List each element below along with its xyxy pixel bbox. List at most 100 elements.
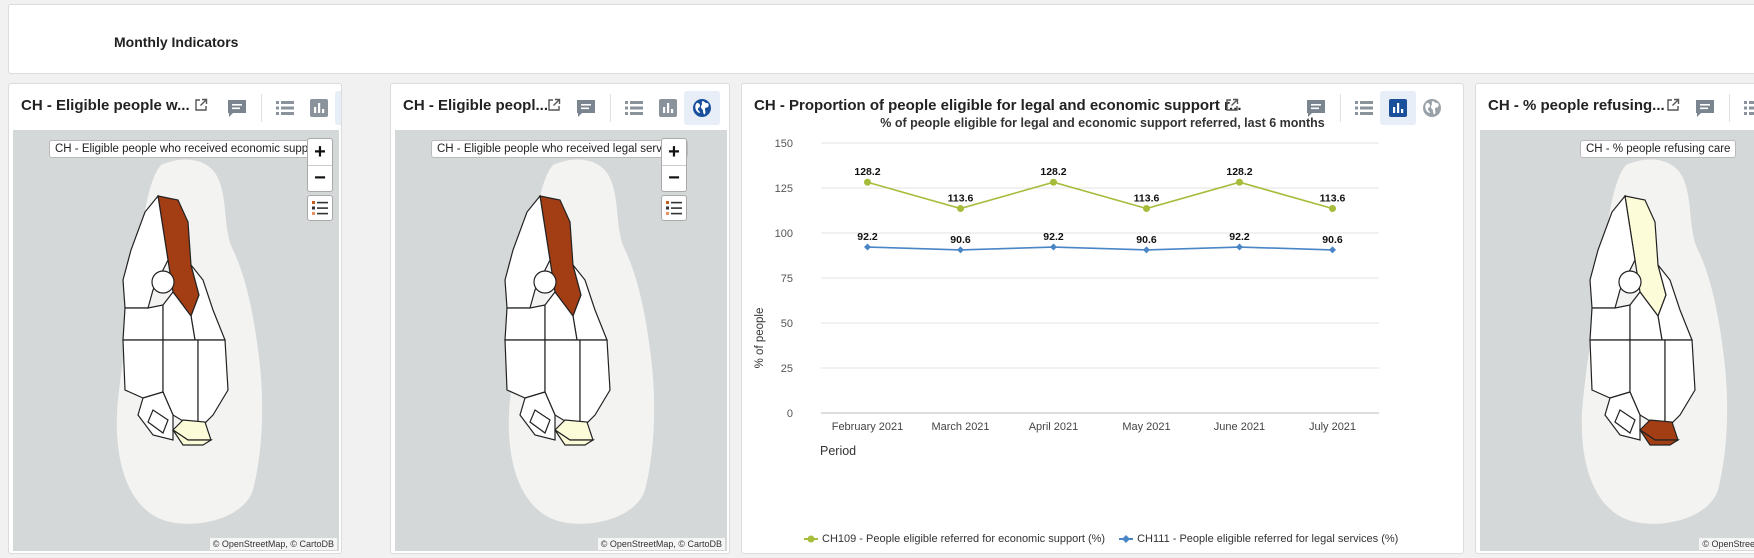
data-point: [1329, 205, 1336, 213]
y-tick-label: 100: [775, 228, 793, 240]
y-tick-label: 50: [781, 318, 793, 330]
y-axis-label: % of people: [754, 308, 766, 369]
zoom-in-button[interactable]: +: [314, 140, 326, 163]
data-label: 128.2: [1226, 166, 1252, 178]
zoom-control: + −: [307, 138, 333, 192]
table-view-button[interactable]: [267, 91, 303, 125]
comment-button[interactable]: [1687, 91, 1723, 125]
data-label: 113.6: [948, 193, 974, 205]
toolbar-divider: [1340, 94, 1341, 122]
legend-marker-diamond: [1119, 535, 1134, 543]
map-tooltip: CH - Eligible people who received econom…: [49, 140, 328, 158]
widget-legal-services-map: CH - Eligible peopl...: [390, 83, 730, 554]
map-view-button[interactable]: [335, 91, 341, 125]
data-label: 128.2: [854, 166, 880, 178]
data-label: 90.6: [1322, 234, 1343, 246]
x-tick-label: May 2021: [1122, 421, 1170, 433]
y-tick-label: 0: [787, 408, 793, 420]
table-view-button[interactable]: [1735, 91, 1754, 125]
widget-title[interactable]: CH - % people refusing...: [1488, 97, 1665, 114]
widget-referral-proportion-chart: CH - Proportion of people eligible for l…: [741, 83, 1464, 554]
map-tooltip: CH - % people refusing care: [1580, 140, 1737, 158]
chart-view-icon: [310, 99, 328, 117]
series-line: [867, 246, 1333, 251]
y-tick-label: 75: [781, 273, 793, 285]
data-point: [1050, 178, 1057, 186]
comment-button[interactable]: [219, 91, 255, 125]
data-label: 128.2: [1040, 166, 1066, 178]
map-attribution[interactable]: © OpenStreetMap, © CartoDB: [597, 538, 725, 550]
legend-button[interactable]: [307, 195, 333, 221]
data-label: 113.6: [1320, 193, 1346, 205]
map-canvas[interactable]: CH - % people refusing care © OpenStreet…: [1480, 130, 1754, 551]
legend-label: CH109 - People eligible referred for eco…: [822, 533, 1106, 545]
data-label: 90.6: [1136, 234, 1157, 246]
x-tick-label: July 2021: [1309, 421, 1356, 433]
series-line: [867, 181, 1333, 210]
table-view-button[interactable]: [616, 91, 652, 125]
data-label: 113.6: [1134, 193, 1160, 205]
zoom-out-button[interactable]: −: [662, 165, 686, 191]
x-tick-label: February 2021: [832, 421, 904, 433]
y-tick-label: 125: [775, 183, 793, 195]
x-axis-label: Period: [820, 444, 856, 458]
toolbar-divider: [261, 94, 262, 122]
x-tick-label: March 2021: [931, 421, 989, 433]
widget-refusing-care-map: CH - % people refusing...: [1475, 83, 1754, 554]
data-point: [1329, 246, 1336, 254]
map-attribution[interactable]: © OpenStreetM: [1699, 538, 1754, 550]
toolbar-divider: [1729, 94, 1730, 122]
chart-title: % of people eligible for legal and econo…: [880, 116, 1325, 130]
legend-button[interactable]: [661, 195, 687, 221]
toolbar-divider: [610, 94, 611, 122]
data-label: 92.2: [1229, 231, 1250, 243]
chart-view-button[interactable]: [650, 91, 686, 125]
line-chart: 0 25 50 75 100 125 150 February 2021 March 2021 A…: [754, 138, 1379, 458]
map-attribution[interactable]: © OpenStreetMap, © CartoDB: [209, 538, 337, 550]
chart-view-button[interactable]: [301, 91, 337, 125]
data-point: [957, 246, 964, 254]
zoom-out-button[interactable]: −: [308, 165, 332, 191]
data-point: [1050, 243, 1057, 251]
data-label: 92.2: [1043, 231, 1064, 243]
table-view-icon: [275, 99, 295, 117]
dashboard-title: Monthly Indicators: [114, 34, 239, 50]
data-point: [1236, 243, 1243, 251]
widget-title[interactable]: CH - Proportion of people eligible for l…: [754, 97, 1242, 114]
comment-icon: [226, 98, 248, 118]
map-canvas[interactable]: CH - Eligible people who received legal …: [395, 130, 727, 551]
comment-button[interactable]: [568, 91, 604, 125]
table-view-icon: [1743, 99, 1754, 117]
map-basemap: [1581, 159, 1728, 524]
data-label: 92.2: [857, 231, 878, 243]
data-point: [864, 243, 871, 251]
map-basemap: [116, 159, 263, 524]
map-canvas[interactable]: CH - Eligible people who received econom…: [13, 130, 339, 551]
y-tick-label: 150: [775, 138, 793, 150]
table-view-icon: [624, 99, 644, 117]
data-point: [864, 178, 871, 186]
external-link-icon[interactable]: [194, 98, 208, 112]
chart-view-icon: [659, 99, 677, 117]
chart-legend: CH109 - People eligible referred for eco…: [804, 533, 1398, 545]
chart-view-button[interactable]: [1380, 91, 1416, 125]
widget-title[interactable]: CH - Eligible peopl...: [403, 97, 549, 114]
comment-icon: [1694, 98, 1716, 118]
map-view-button[interactable]: [684, 91, 720, 125]
legend-item[interactable]: CH109 - People eligible referred for eco…: [804, 533, 1105, 545]
data-point: [1143, 205, 1150, 213]
zoom-in-button[interactable]: +: [668, 140, 680, 163]
widget-title[interactable]: CH - Eligible people w...: [21, 97, 190, 114]
map-view-icon: [692, 98, 712, 118]
data-label: 90.6: [950, 234, 971, 246]
widget-economic-support-map: CH - Eligible people w...: [8, 83, 342, 554]
legend-icon: [311, 199, 329, 217]
x-tick-label: June 2021: [1214, 421, 1265, 433]
external-link-icon[interactable]: [547, 98, 561, 112]
zoom-control: + −: [661, 138, 687, 192]
legend-item[interactable]: CH111 - People eligible referred for leg…: [1119, 533, 1398, 545]
data-point: [1236, 178, 1243, 186]
external-link-icon[interactable]: [1666, 98, 1680, 112]
comment-icon: [575, 98, 597, 118]
dashboard-header: Monthly Indicators: [8, 4, 1754, 74]
